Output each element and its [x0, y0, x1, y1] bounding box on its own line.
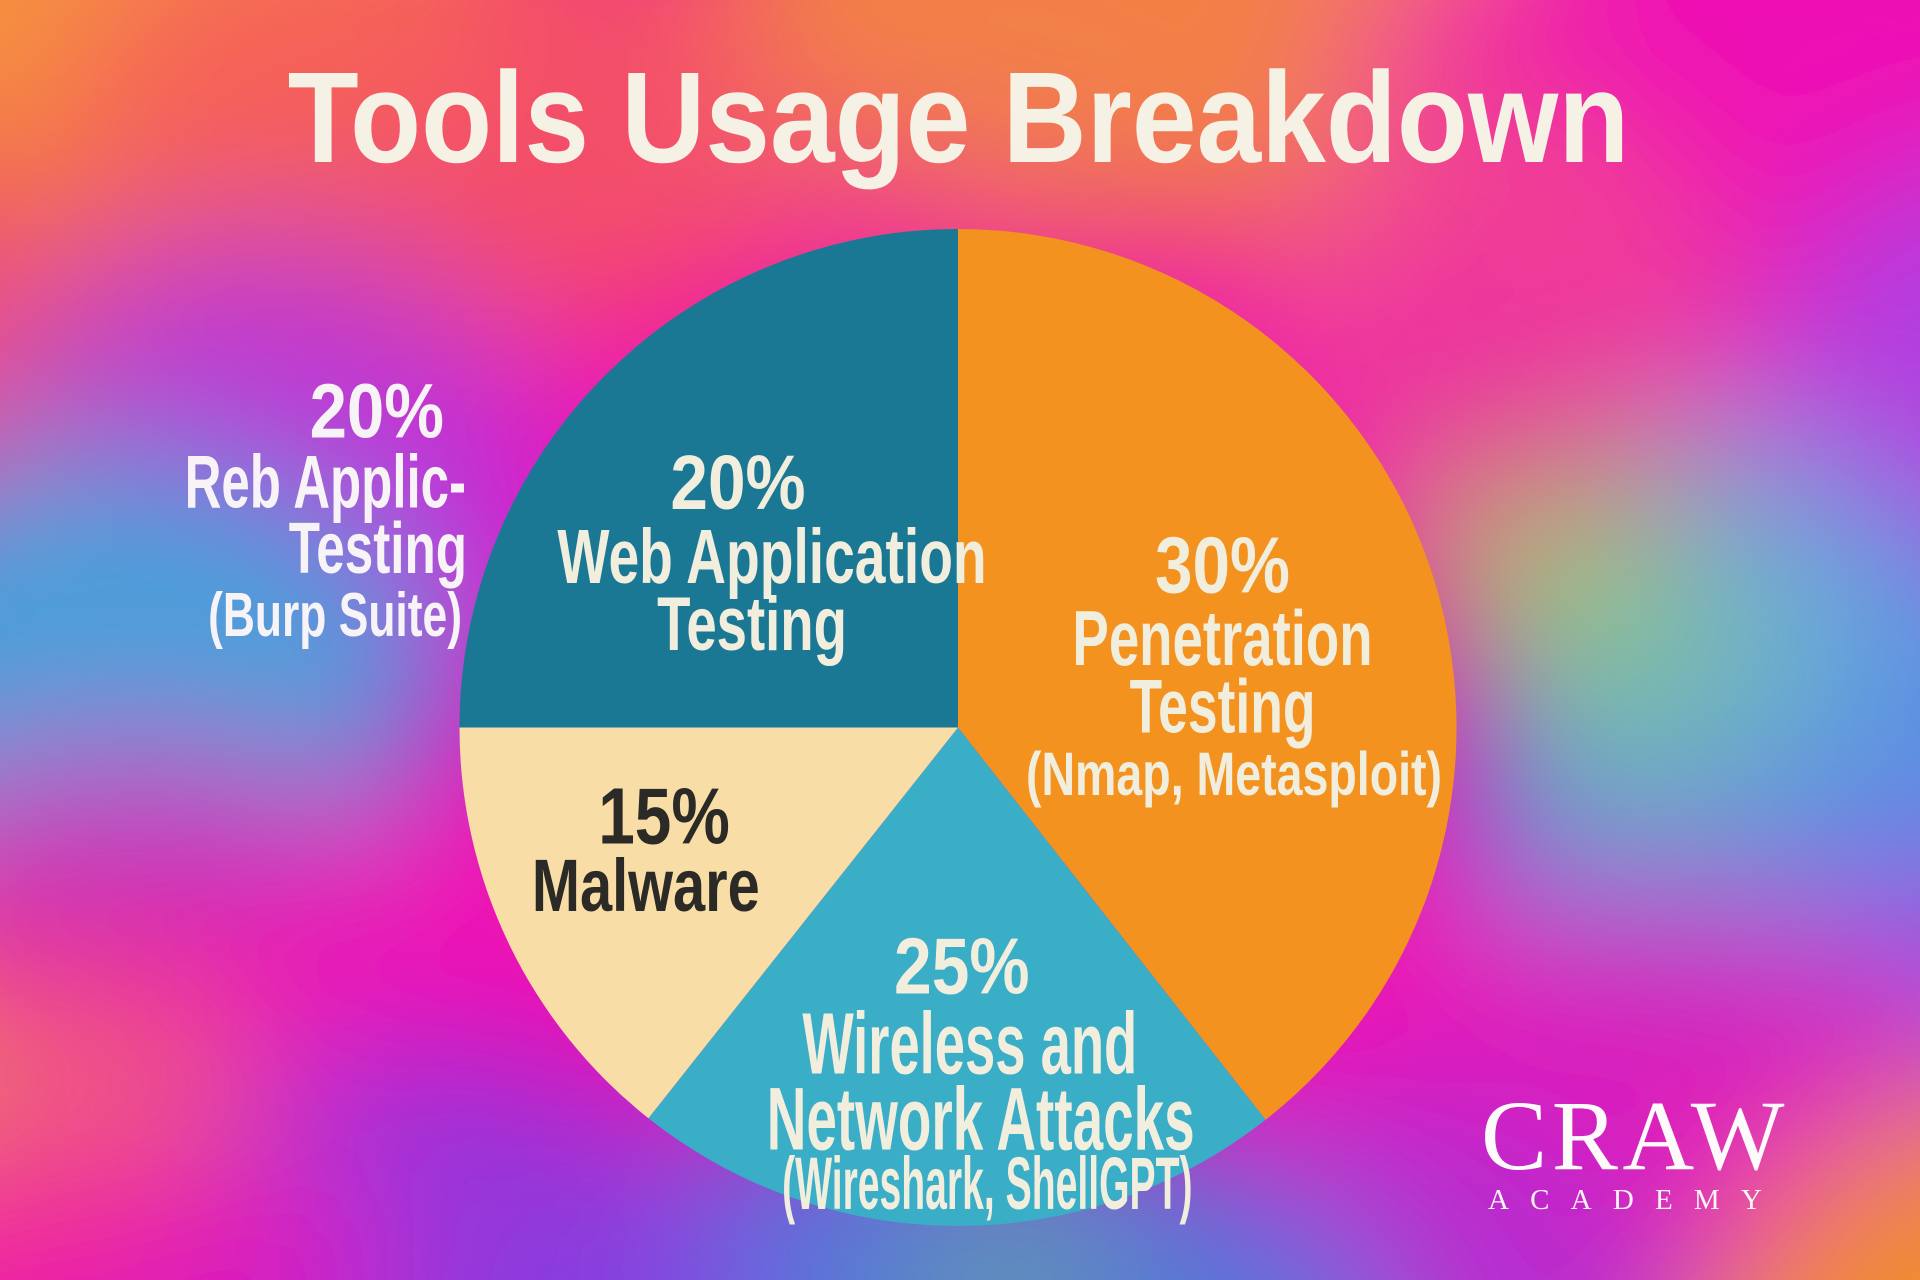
svg-text:(Burp Suite): (Burp Suite)	[208, 581, 462, 650]
svg-text:Testing: Testing	[289, 508, 467, 589]
svg-text:CRAW: CRAW	[1481, 1082, 1789, 1191]
svg-text:Reb Applic-: Reb Applic-	[185, 440, 466, 524]
svg-text:20%: 20%	[310, 369, 444, 454]
svg-text:Tools Usage Breakdown: Tools Usage Breakdown	[288, 46, 1630, 190]
svg-text:Network Attacks: Network Attacks	[767, 1069, 1195, 1169]
svg-text:ACADEMY: ACADEMY	[1488, 1184, 1783, 1216]
svg-text:25%: 25%	[894, 921, 1030, 1011]
svg-text:15%: 15%	[598, 771, 730, 861]
svg-text:Wireless and: Wireless and	[802, 995, 1137, 1092]
svg-text:Malware: Malware	[532, 845, 760, 927]
svg-text:Testing: Testing	[657, 582, 847, 667]
svg-text:20%: 20%	[670, 440, 805, 526]
svg-text:(Nmap, Metasploit): (Nmap, Metasploit)	[1026, 741, 1442, 808]
svg-text:30%: 30%	[1155, 520, 1290, 610]
svg-text:Testing: Testing	[1130, 663, 1316, 749]
svg-text:Web Application: Web Application	[557, 515, 986, 600]
svg-text:(Wireshark, ShellGPT): (Wireshark, ShellGPT)	[782, 1141, 1192, 1225]
svg-text:Penetration: Penetration	[1072, 595, 1372, 682]
